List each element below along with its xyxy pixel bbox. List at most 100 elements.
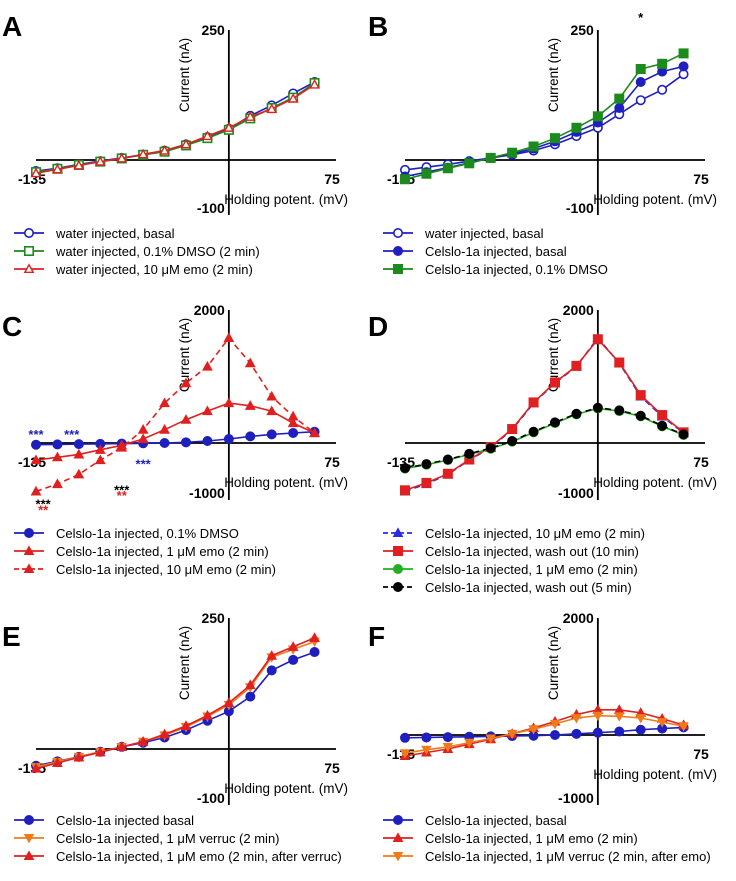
data-point [635,64,646,75]
legend-marker [392,563,403,574]
significance-mark: * [638,10,644,25]
legend-marker [392,263,403,274]
data-point [287,641,299,651]
data-point [73,468,85,479]
legend-label: Celslo-1a injected basal [56,813,194,828]
y-tick-label: 2000 [563,302,594,318]
legend-marker [23,563,35,574]
legend-marker [392,545,403,556]
data-point [614,405,625,416]
data-point [52,163,63,174]
data-point [657,420,668,431]
data-point [571,408,582,419]
data-point [202,436,213,447]
data-point [399,174,410,185]
legend-marker [392,228,403,239]
significance-mark: *** [64,427,80,442]
data-point [592,111,603,122]
series-line [35,637,315,770]
data-point [288,428,299,439]
data-point [94,454,106,465]
data-point [464,738,475,749]
data-point [421,459,432,470]
x-tick-label: 75 [693,746,709,762]
legend-label: water injected, basal [424,226,544,241]
data-point [266,405,278,416]
data-point [287,417,299,428]
legend-marker [392,852,404,862]
data-point [94,444,106,454]
x-tick-label: 75 [324,760,340,776]
legend-marker [23,228,34,239]
data-point [266,665,277,676]
series-line [35,82,316,173]
data-point [442,468,453,479]
legend-marker [23,263,35,274]
data-point [657,58,668,69]
y-axis-label: Current (nA) [177,626,192,700]
data-point [635,95,646,106]
data-point [73,159,85,170]
data-point [223,397,235,408]
legend-label: Celslo-1a injected, basal [425,813,567,828]
x-axis-label: Holding potent. (mV) [593,475,717,490]
data-point [442,732,453,743]
y-axis-label: Current (nA) [546,318,561,392]
data-point [180,138,192,149]
data-point [657,84,668,95]
data-point [549,417,560,428]
data-point [159,397,170,408]
data-point [137,433,149,444]
data-point [421,732,432,743]
data-point [52,757,63,768]
legend-label: Celslo-1a injected, 1 μM emo (2 min) [56,544,269,559]
series-1: Celslo-1a injected, 10 μM emo (2 min) [383,332,689,541]
legend-label: water injected, 10 μM emo (2 min) [55,262,253,277]
legend-label: Celslo-1a injected, 1 μM verruc (2 min) [56,831,280,846]
data-point [309,647,320,658]
data-point [592,334,603,345]
legend-marker [23,545,35,556]
panel-letter: B [368,11,388,42]
data-point [266,390,278,401]
data-point [592,727,603,738]
legend-marker [23,814,34,825]
data-point [30,762,42,773]
series-3: Celslo-1a injected, 1 μM emo (2 min, aft… [14,632,342,864]
series-line [35,336,316,493]
significance-mark: *** [36,497,52,512]
data-point [549,719,561,730]
data-point [464,158,475,169]
data-point [464,448,475,459]
legend-marker [392,581,403,592]
y-tick-label: -1000 [558,485,594,501]
data-point [635,724,646,735]
x-axis-label: Holding potent. (mV) [224,781,348,796]
data-point [507,436,518,447]
series-line [404,73,685,171]
data-point [30,439,41,450]
data-point [223,122,235,132]
data-point [159,728,170,739]
data-point [442,454,453,465]
data-point [202,709,213,720]
data-point [180,720,192,731]
series-line [35,81,315,172]
data-point [678,48,689,59]
panel-letter: A [2,11,22,42]
y-tick-label: 250 [570,22,594,38]
y-tick-label: 2000 [194,302,225,318]
data-point [657,410,668,421]
data-point [223,434,234,445]
data-point [244,679,256,690]
x-tick-label: 75 [324,171,340,187]
x-tick-label: 75 [324,454,340,470]
data-point [614,93,625,104]
data-point [159,437,170,448]
y-tick-label: -1000 [558,790,594,806]
y-tick-label: -100 [197,200,225,216]
data-point [485,443,496,454]
